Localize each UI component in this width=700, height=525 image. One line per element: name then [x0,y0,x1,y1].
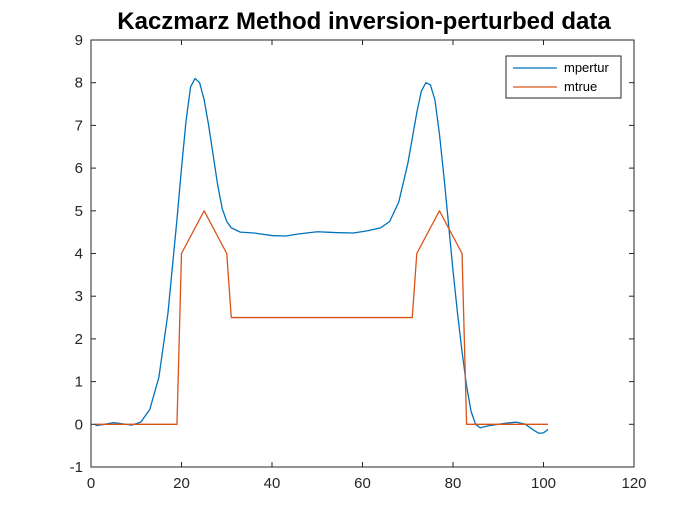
x-tick-label: 0 [87,475,95,492]
x-tick-label: 120 [621,475,646,492]
y-tick-label: 6 [75,160,83,177]
x-tick-label: 20 [173,475,190,492]
legend-label-mtrue: mtrue [564,79,597,94]
y-tick-label: 2 [75,331,83,348]
legend: mpertur mtrue [505,55,622,99]
series-line-mpertur [95,77,549,434]
x-tick-label: 40 [264,475,281,492]
y-tick-label: 0 [75,416,83,433]
plot-area [91,40,634,467]
x-tick-label: 60 [354,475,371,492]
legend-box [505,55,622,99]
y-tick-label: 3 [75,288,83,305]
y-tick-label: -1 [70,459,83,476]
y-tick-label: 9 [75,32,83,49]
y-tick-label: 1 [75,374,83,391]
y-tick-label: 8 [75,75,83,92]
y-tick-label: 4 [75,246,83,263]
x-tick-label: 100 [531,475,556,492]
legend-label-mpertur: mpertur [564,60,609,75]
y-tick-label: 7 [75,117,83,134]
chart-title: Kaczmarz Method inversion-perturbed data [117,8,611,35]
series-layer [95,77,549,434]
x-tick-label: 80 [445,475,462,492]
y-tick-label: 5 [75,203,83,220]
series-line-mtrue [95,210,549,425]
